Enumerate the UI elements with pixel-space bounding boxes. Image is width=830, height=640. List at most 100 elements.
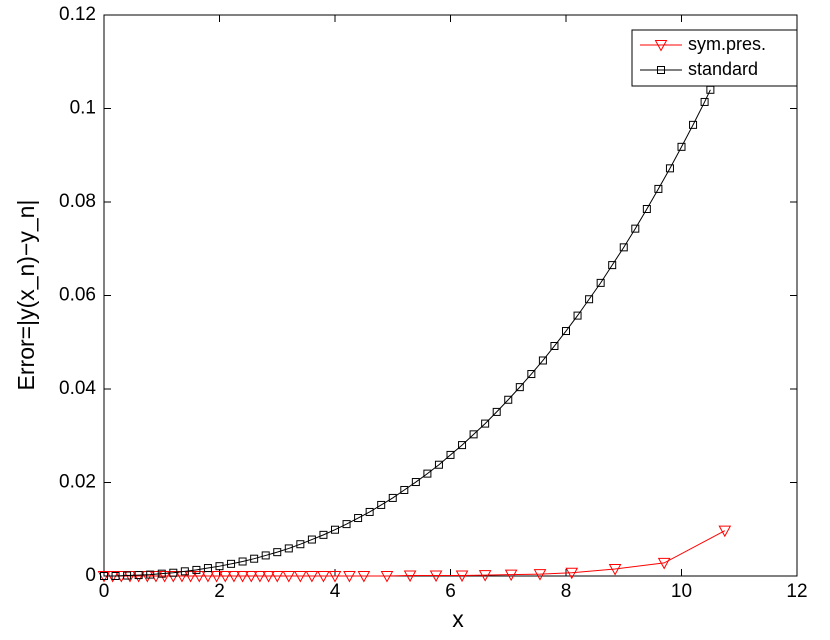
marker	[469, 430, 478, 439]
marker	[192, 571, 206, 583]
marker	[184, 571, 197, 583]
marker	[134, 571, 143, 580]
legend-box	[631, 29, 798, 87]
marker	[343, 571, 356, 583]
x-tick-label: 4	[330, 581, 341, 602]
marker	[273, 548, 282, 557]
y-tick-label: 0.12	[59, 4, 96, 25]
x-tick-label: 6	[445, 581, 456, 602]
marker	[458, 441, 467, 450]
marker	[203, 564, 212, 573]
marker	[380, 571, 394, 583]
marker	[305, 571, 319, 583]
x-tick-label: 12	[786, 581, 807, 602]
marker	[250, 554, 259, 563]
marker	[317, 571, 330, 583]
marker	[236, 571, 249, 583]
marker	[238, 557, 247, 566]
marker	[504, 395, 513, 404]
marker	[354, 514, 363, 523]
marker	[665, 164, 674, 173]
y-tick-label: 0.08	[59, 191, 96, 212]
marker	[455, 570, 469, 583]
marker	[504, 569, 518, 582]
marker	[157, 569, 166, 578]
marker	[342, 520, 351, 529]
marker	[210, 571, 223, 583]
marker	[608, 261, 617, 270]
y-tick-label: 0	[85, 565, 96, 586]
marker	[227, 559, 236, 568]
y-tick-label: 0.02	[59, 472, 96, 493]
marker	[481, 419, 490, 428]
marker	[538, 356, 547, 365]
series-line	[104, 89, 711, 577]
marker	[492, 407, 501, 416]
legend-marker	[657, 66, 665, 74]
marker	[700, 97, 709, 106]
marker	[585, 295, 594, 304]
x-tick-label: 2	[214, 581, 225, 602]
marker	[478, 570, 492, 582]
marker	[158, 571, 171, 583]
marker	[411, 478, 420, 487]
marker	[253, 571, 267, 583]
legend-label: standard	[688, 59, 758, 79]
plot-area	[103, 14, 798, 577]
marker	[388, 493, 397, 502]
marker	[100, 572, 108, 580]
marker	[328, 571, 342, 583]
marker	[596, 278, 605, 287]
x-tick-label: 0	[99, 581, 110, 602]
marker	[515, 383, 524, 392]
marker	[423, 469, 432, 478]
marker	[319, 530, 328, 539]
marker	[619, 243, 628, 252]
marker	[262, 571, 275, 583]
marker	[270, 571, 284, 583]
marker	[657, 557, 671, 570]
y-tick-label: 0.04	[59, 378, 96, 399]
legend-marker	[654, 40, 668, 52]
marker	[718, 525, 732, 538]
marker	[446, 450, 455, 459]
marker	[294, 571, 307, 583]
marker	[429, 570, 443, 583]
marker	[631, 224, 640, 233]
marker	[180, 567, 189, 576]
marker	[169, 568, 178, 577]
x-tick-label: 10	[671, 581, 692, 602]
marker	[218, 571, 232, 583]
marker	[331, 525, 339, 534]
marker	[527, 370, 536, 379]
marker	[215, 562, 224, 571]
legend-label: sym.pres.	[688, 34, 766, 54]
marker	[689, 120, 698, 129]
x-tick-label: 8	[561, 581, 572, 602]
marker	[608, 563, 622, 576]
x-axis-label: x	[452, 606, 464, 632]
marker	[654, 184, 663, 193]
y-tick-label: 0.1	[70, 98, 96, 119]
marker	[562, 327, 570, 336]
marker	[282, 571, 296, 583]
marker	[244, 571, 258, 583]
marker	[550, 341, 559, 350]
marker	[146, 570, 155, 579]
marker	[261, 551, 270, 560]
marker	[377, 500, 386, 509]
marker	[357, 571, 371, 583]
marker	[284, 544, 293, 553]
marker	[573, 311, 582, 320]
marker	[192, 565, 201, 574]
marker	[533, 569, 547, 581]
marker	[403, 570, 417, 583]
marker	[677, 142, 686, 151]
marker	[400, 485, 409, 494]
marker	[565, 567, 579, 580]
marker	[227, 571, 241, 583]
marker	[123, 571, 132, 580]
marker	[642, 205, 651, 214]
marker	[307, 535, 316, 544]
